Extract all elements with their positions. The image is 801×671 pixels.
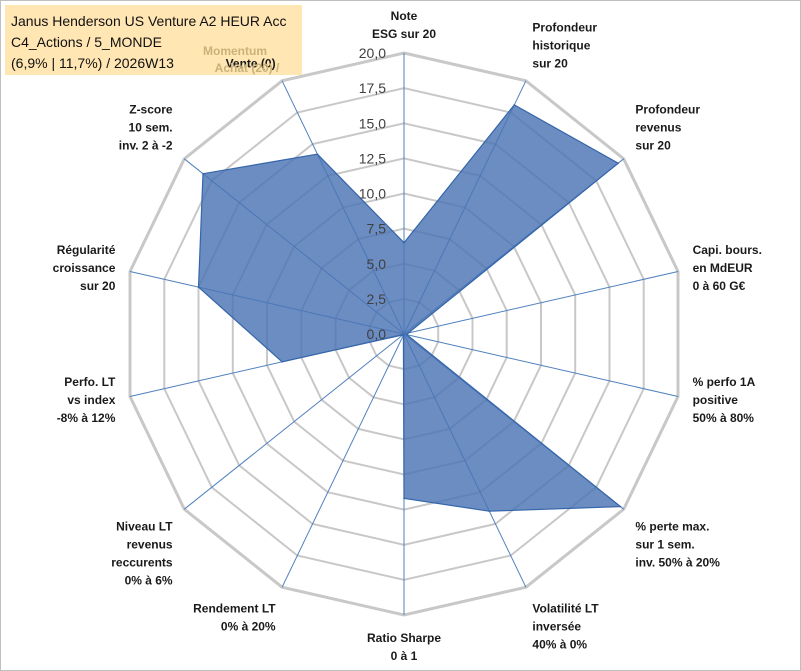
axis-label-1-line-1: historique <box>532 38 590 52</box>
axis-label-12: Z-score 10 sem. inv. 2 à -2 <box>119 102 173 152</box>
axis-label-6: Volatilité LT inversée 40% à 0% <box>532 602 599 652</box>
tick-label-2: 5,0 <box>367 256 387 272</box>
spoke-4 <box>403 333 679 397</box>
axis-label-9: Niveau LT revenus reccurents 0% à 6% <box>111 520 173 588</box>
axis-label-6-line-0: Volatilité LT <box>532 602 599 616</box>
axis-label-3-line-1: en MdEUR <box>693 261 753 275</box>
data-point-1 <box>513 104 516 106</box>
axis-label-8-line-0: Rendement LT <box>193 602 276 616</box>
fund-name: Janus Henderson US Venture A2 HEUR Acc <box>11 13 287 29</box>
data-point-12 <box>202 172 204 175</box>
axis-label-9-line-3: 0% à 6% <box>125 574 173 588</box>
data-point-6 <box>488 510 491 512</box>
axis-label-0-line-1: ESG sur 20 <box>372 27 436 41</box>
axis-label-5-line-1: sur 1 sem. <box>635 538 694 552</box>
data-point-13 <box>316 153 319 155</box>
axis-label-7: Ratio Sharpe 0 à 1 <box>367 631 441 663</box>
tick-label-0: 0,0 <box>367 326 387 342</box>
axis-label-11-line-1: croissance <box>53 261 116 275</box>
spoke-8 <box>281 333 405 588</box>
axis-label-2-line-1: revenus <box>635 120 681 134</box>
axis-label-5-line-2: inv. 50% à 20% <box>635 556 720 570</box>
axis-label-8-line-1: 0% à 20% <box>221 620 276 634</box>
axis-label-11: Régularité croissance sur 20 <box>53 243 116 293</box>
axis-label-2: Profondeur revenus sur 20 <box>635 102 700 152</box>
axis-label-1: Profondeur historique sur 20 <box>532 20 597 70</box>
data-point-10 <box>281 361 283 363</box>
axis-label-4-line-2: 50% à 80% <box>693 411 755 425</box>
axis-label-1-line-0: Profondeur <box>532 20 597 34</box>
axis-label-0: Note ESG sur 20 <box>372 9 436 41</box>
axis-label-10-line-2: -8% à 12% <box>57 411 116 425</box>
tick-label-3: 7,5 <box>367 221 387 237</box>
axis-label-7-line-1: 0 à 1 <box>391 649 418 663</box>
axis-label-4: % perfo 1A positive 50% à 80% <box>693 375 756 425</box>
axis-label-3-line-2: 0 à 60 G€ <box>693 279 746 293</box>
axis-label-2-line-0: Profondeur <box>635 102 700 116</box>
fund-category: C4_Actions / 5_MONDE <box>11 34 162 50</box>
axis-label-4-line-0: % perfo 1A <box>693 375 756 389</box>
axis-label-3-line-0: Capi. bours. <box>693 243 762 257</box>
series-area <box>197 104 623 512</box>
momentum-label-line1: Momentum <box>203 44 267 58</box>
fund-info-box: Janus Henderson US Venture A2 HEUR Acc C… <box>5 5 302 75</box>
axis-label-12-line-1: 10 sem. <box>129 120 173 134</box>
tick-label-6: 15,0 <box>359 115 386 131</box>
axis-label-13: Vente (0) <box>226 56 276 70</box>
axis-label-5: % perte max. sur 1 sem. inv. 50% à 20% <box>635 520 720 570</box>
radar-series <box>197 104 623 512</box>
axis-label-10-line-1: vs index <box>67 393 115 407</box>
data-point-11 <box>197 286 200 288</box>
tick-label-7: 17,5 <box>359 80 386 96</box>
data-point-0 <box>403 241 405 244</box>
axis-label-6-line-2: 40% à 0% <box>532 638 587 652</box>
axis-label-5-line-0: % perte max. <box>635 520 709 534</box>
axis-label-9-line-2: reccurents <box>111 556 173 570</box>
axis-label-7-line-0: Ratio Sharpe <box>367 631 441 645</box>
radar-axis-labels: Note ESG sur 20 Profondeur historique sur 20… <box>53 9 762 663</box>
tick-label-4: 10,0 <box>359 186 386 202</box>
axis-label-3: Capi. bours. en MdEUR 0 à 60 G€ <box>693 243 762 293</box>
tick-label-1: 2,5 <box>367 291 387 307</box>
axis-label-0-line-0: Note <box>391 9 418 23</box>
data-point-9 <box>402 334 404 336</box>
tick-label-5: 12,5 <box>359 150 386 166</box>
axis-label-12-line-0: Z-score <box>129 102 173 116</box>
axis-label-9-line-0: Niveau LT <box>116 520 173 534</box>
axis-label-8: Rendement LT 0% à 20% <box>193 602 276 634</box>
axis-label-10: Perfo. LT vs index -8% à 12% <box>57 375 116 425</box>
axis-label-10-line-0: Perfo. LT <box>64 375 116 389</box>
axis-label-6-line-1: inversée <box>532 620 581 634</box>
axis-label-9-line-1: revenus <box>127 538 173 552</box>
data-point-5 <box>619 505 622 508</box>
axis-label-12-line-2: inv. 2 à -2 <box>119 138 173 152</box>
data-point-7 <box>403 497 405 500</box>
spoke-9 <box>183 333 405 510</box>
axis-label-2-line-2: sur 20 <box>635 138 671 152</box>
data-point-3 <box>407 332 409 334</box>
tick-label-8: 20,0 <box>359 45 386 61</box>
fund-performance-week: (6,9% | 11,7%) / 2026W13 <box>11 55 174 71</box>
axis-label-11-line-0: Régularité <box>57 243 116 257</box>
axis-label-4-line-1: positive <box>693 393 739 407</box>
data-point-4 <box>405 333 408 336</box>
axis-label-11-line-2: sur 20 <box>80 279 116 293</box>
momentum-label-line2: Achat (20) / <box>214 61 280 75</box>
spoke-3 <box>403 271 679 335</box>
axis-label-1-line-2: sur 20 <box>532 56 568 70</box>
axis-label-13-line-2: Vente (0) <box>226 56 276 70</box>
radar-tick-labels: 0,0 2,5 5,0 7,5 10,0 12,5 15,0 17,5 20,0 <box>359 45 386 342</box>
data-point-2 <box>617 162 619 164</box>
